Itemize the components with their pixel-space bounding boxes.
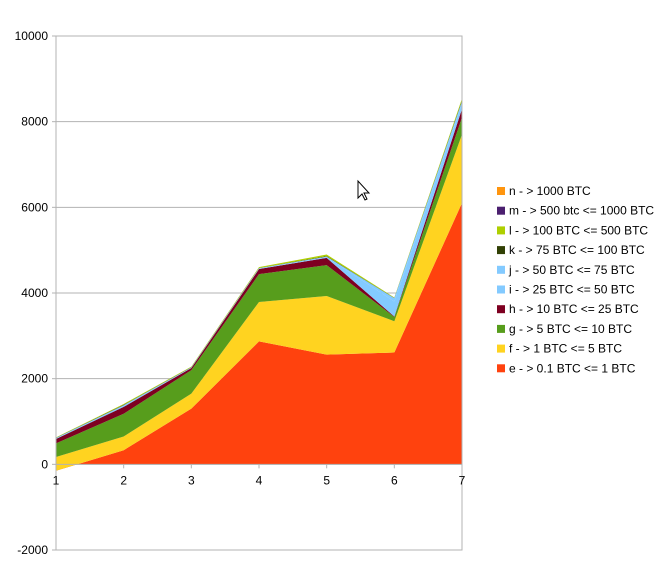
area-series: [56, 98, 462, 471]
legend-item: e - > 0.1 BTC <= 1 BTC: [497, 361, 636, 375]
legend: n - > 1000 BTC m - > 500 btc <= 1000 BTC l…: [497, 184, 654, 375]
x-tick-label: 5: [323, 473, 330, 487]
y-tick-label: 10000: [15, 29, 49, 43]
x-tick-label: 6: [391, 473, 398, 487]
x-axis-ticks: 1 2 3 4 5 6 7: [53, 464, 466, 487]
area-series-g: [56, 117, 462, 458]
mouse-cursor-icon: [357, 179, 371, 201]
legend-item: f - > 1 BTC <= 5 BTC: [497, 342, 622, 356]
x-tick-label: 7: [459, 473, 466, 487]
x-tick-label: 3: [188, 473, 195, 487]
legend-item: n - > 1000 BTC: [497, 184, 591, 198]
legend-swatch: [497, 364, 505, 373]
legend-label: j - > 50 BTC <= 75 BTC: [508, 263, 635, 277]
area-series-e: [56, 203, 462, 471]
legend-item: h - > 10 BTC <= 25 BTC: [497, 302, 639, 316]
y-tick-label: 4000: [21, 286, 48, 300]
legend-label: m - > 500 btc <= 1000 BTC: [509, 204, 654, 218]
legend-label: f - > 1 BTC <= 5 BTC: [509, 342, 622, 356]
y-tick-label: -2000: [17, 543, 48, 557]
legend-label: h - > 10 BTC <= 25 BTC: [509, 302, 639, 316]
y-tick-label: 8000: [21, 115, 48, 129]
legend-swatch: [497, 226, 505, 235]
legend-label: g - > 5 BTC <= 10 BTC: [509, 322, 632, 336]
y-tick-label: 2000: [21, 372, 48, 386]
legend-label: k - > 75 BTC <= 100 BTC: [509, 243, 645, 257]
legend-swatch: [497, 344, 505, 353]
legend-swatch: [497, 206, 505, 215]
legend-label: e - > 0.1 BTC <= 1 BTC: [509, 361, 636, 375]
x-tick-label: 4: [256, 473, 263, 487]
legend-swatch: [497, 265, 505, 274]
legend-item: l - > 100 BTC <= 500 BTC: [497, 223, 648, 237]
legend-item: k - > 75 BTC <= 100 BTC: [497, 243, 645, 257]
legend-swatch: [497, 285, 505, 294]
legend-swatch: [497, 324, 505, 333]
legend-swatch: [497, 246, 505, 255]
legend-item: m - > 500 btc <= 1000 BTC: [497, 204, 654, 218]
legend-swatch: [497, 187, 505, 195]
y-tick-label: 0: [41, 457, 48, 471]
x-tick-label: 1: [53, 473, 60, 487]
area-series-f: [56, 134, 462, 471]
y-axis-ticks: -2000 0 2000 4000 6000 8000 10000: [15, 29, 56, 557]
legend-label: l - > 100 BTC <= 500 BTC: [509, 223, 648, 237]
legend-item: j - > 50 BTC <= 75 BTC: [497, 263, 635, 277]
x-tick-label: 2: [120, 473, 127, 487]
legend-item: g - > 5 BTC <= 10 BTC: [497, 322, 632, 336]
legend-item: i - > 25 BTC <= 50 BTC: [497, 283, 635, 297]
y-tick-label: 6000: [21, 200, 48, 214]
legend-label: i - > 25 BTC <= 50 BTC: [509, 283, 635, 297]
legend-label: n - > 1000 BTC: [509, 184, 591, 198]
legend-swatch: [497, 305, 505, 314]
